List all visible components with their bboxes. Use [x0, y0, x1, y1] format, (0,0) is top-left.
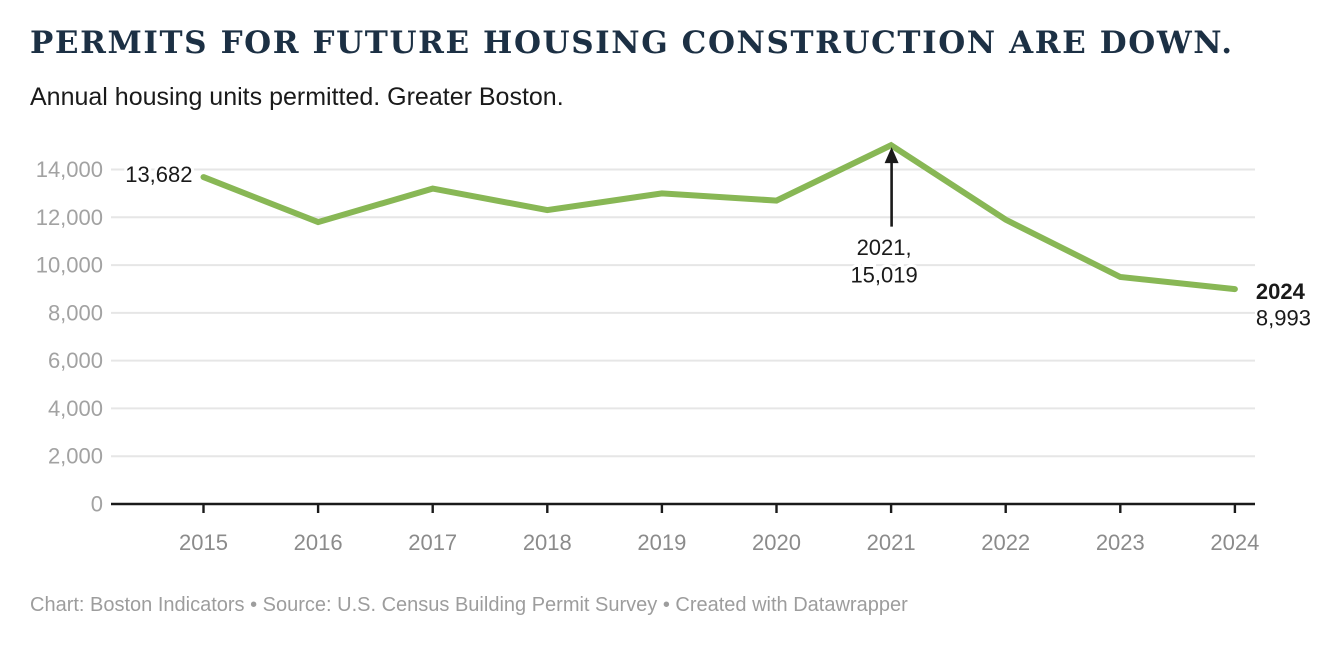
first-point-value-label: 13,682	[125, 162, 192, 187]
y-axis-label-2000: 2,000	[48, 444, 103, 469]
y-axis-label-4000: 4,000	[48, 396, 103, 421]
x-axis-label-2020: 2020	[752, 530, 801, 555]
y-axis-label-14000: 14,000	[36, 157, 103, 182]
y-axis-label-10000: 10,000	[36, 253, 103, 278]
chart-subtitle: Annual housing units permitted. Greater …	[30, 83, 564, 111]
x-axis-label-2019: 2019	[637, 530, 686, 555]
x-axis-label-2023: 2023	[1096, 530, 1145, 555]
end-label-value: 8,993	[1256, 306, 1311, 331]
y-axis-label-6000: 6,000	[48, 348, 103, 373]
x-axis-label-2024: 2024	[1210, 530, 1259, 555]
chart-title: PERMITS FOR FUTURE HOUSING CONSTRUCTION …	[30, 25, 1234, 61]
y-axis-label-0: 0	[91, 492, 103, 517]
end-label-year: 2024	[1256, 279, 1306, 304]
x-axis-label-2021: 2021	[867, 530, 916, 555]
x-axis-label-2015: 2015	[179, 530, 228, 555]
y-axis-label-12000: 12,000	[36, 205, 103, 230]
chart-footer-credits: Chart: Boston Indicators • Source: U.S. …	[30, 594, 908, 616]
x-axis-label-2017: 2017	[408, 530, 457, 555]
x-axis-label-2016: 2016	[294, 530, 343, 555]
y-axis-label-8000: 8,000	[48, 300, 103, 325]
peak-annotation-line-1: 2021,	[857, 235, 912, 260]
permits-data-line	[200, 141, 1238, 293]
peak-annotation-line-2: 15,019	[850, 263, 917, 288]
x-axis-label-2022: 2022	[981, 530, 1030, 555]
annotation-arrow-head	[884, 147, 899, 164]
x-axis-label-2018: 2018	[523, 530, 572, 555]
